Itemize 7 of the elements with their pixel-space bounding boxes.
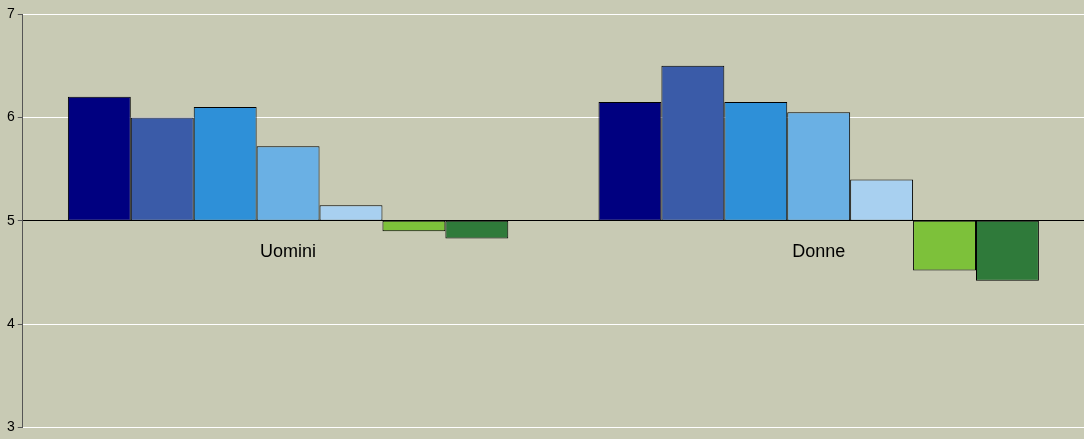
y-tick-label: 5	[6, 211, 15, 228]
x-tick-label: Donne	[792, 240, 846, 261]
x-tick-label: Uomini	[260, 240, 317, 261]
y-tick-label: 3	[6, 418, 15, 435]
y-tick-label: 4	[6, 315, 15, 332]
y-tick-label: 6	[6, 108, 15, 125]
y-tick-label: 7	[6, 4, 15, 21]
